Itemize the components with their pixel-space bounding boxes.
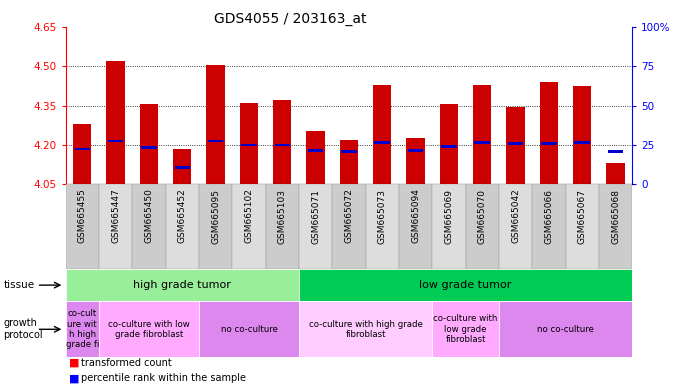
Text: GSM665452: GSM665452 [178, 189, 187, 243]
Text: co-cult
ure wit
h high
grade fi: co-cult ure wit h high grade fi [66, 309, 99, 349]
Text: GDS4055 / 203163_at: GDS4055 / 203163_at [214, 12, 366, 25]
Bar [99, 301, 199, 357]
Bar [475, 141, 490, 144]
Text: GSM665067: GSM665067 [578, 189, 587, 243]
Bar [566, 184, 599, 269]
Text: ■: ■ [69, 373, 79, 383]
Bar [508, 142, 523, 145]
Bar [573, 86, 591, 184]
Bar [373, 84, 391, 184]
Bar [299, 301, 433, 357]
Bar [540, 82, 558, 184]
Text: GSM665103: GSM665103 [278, 189, 287, 243]
Text: transformed count: transformed count [81, 358, 171, 368]
Bar [73, 124, 91, 184]
Text: ■: ■ [69, 358, 79, 368]
Text: co-culture with
low grade
fibroblast: co-culture with low grade fibroblast [433, 314, 498, 344]
Text: high grade tumor: high grade tumor [133, 280, 231, 290]
Text: growth
protocol: growth protocol [3, 318, 43, 340]
Bar [299, 269, 632, 301]
Bar [499, 184, 532, 269]
Bar [439, 104, 458, 184]
Bar [175, 166, 190, 169]
Bar [473, 84, 491, 184]
Text: co-culture with low
grade fibroblast: co-culture with low grade fibroblast [108, 319, 190, 339]
Text: co-culture with high grade
fibroblast: co-culture with high grade fibroblast [309, 319, 423, 339]
Text: no co-culture: no co-culture [220, 325, 277, 334]
Bar [307, 149, 323, 152]
Bar [441, 146, 457, 148]
Text: GSM665102: GSM665102 [245, 189, 254, 243]
Text: GSM665070: GSM665070 [477, 189, 486, 243]
Bar [108, 140, 124, 142]
Bar [173, 149, 191, 184]
Bar [599, 184, 632, 269]
Bar [140, 104, 158, 184]
Text: percentile rank within the sample: percentile rank within the sample [81, 373, 246, 383]
Bar [406, 138, 425, 184]
Bar [199, 301, 299, 357]
Bar [607, 163, 625, 184]
Bar [466, 184, 499, 269]
Bar [141, 146, 157, 149]
Text: GSM665073: GSM665073 [378, 189, 387, 243]
Text: GSM665450: GSM665450 [144, 189, 153, 243]
Bar [340, 140, 358, 184]
Bar [532, 184, 566, 269]
Bar [199, 184, 232, 269]
Bar [433, 301, 499, 357]
Text: no co-culture: no co-culture [537, 325, 594, 334]
Bar [232, 184, 265, 269]
Text: GSM665069: GSM665069 [444, 189, 453, 243]
Bar [608, 150, 623, 153]
Text: GSM665071: GSM665071 [311, 189, 320, 243]
Bar [541, 142, 557, 145]
Bar [341, 150, 357, 153]
Bar [207, 65, 225, 184]
Bar [375, 141, 390, 144]
Bar [241, 144, 257, 146]
Bar [166, 184, 199, 269]
Bar [274, 144, 290, 146]
Bar [399, 184, 433, 269]
Bar [66, 301, 99, 357]
Bar [299, 184, 332, 269]
Text: GSM665066: GSM665066 [545, 189, 553, 243]
Text: tissue: tissue [3, 280, 35, 290]
Bar [66, 269, 299, 301]
Bar [265, 184, 299, 269]
Bar [574, 141, 590, 144]
Bar [408, 149, 424, 152]
Text: GSM665068: GSM665068 [611, 189, 620, 243]
Bar [332, 184, 366, 269]
Bar [99, 184, 132, 269]
Bar [240, 103, 258, 184]
Text: GSM665447: GSM665447 [111, 189, 120, 243]
Text: GSM665072: GSM665072 [344, 189, 354, 243]
Bar [433, 184, 466, 269]
Text: GSM665042: GSM665042 [511, 189, 520, 243]
Bar [306, 131, 325, 184]
Text: GSM665094: GSM665094 [411, 189, 420, 243]
Bar [208, 140, 223, 142]
Text: GSM665095: GSM665095 [211, 189, 220, 243]
Bar [132, 184, 166, 269]
Bar [273, 100, 292, 184]
Bar [106, 61, 125, 184]
Bar [75, 147, 90, 150]
Text: GSM665455: GSM665455 [78, 189, 87, 243]
Bar [366, 184, 399, 269]
Text: low grade tumor: low grade tumor [419, 280, 512, 290]
Bar [66, 184, 99, 269]
Bar [507, 107, 524, 184]
Bar [499, 301, 632, 357]
